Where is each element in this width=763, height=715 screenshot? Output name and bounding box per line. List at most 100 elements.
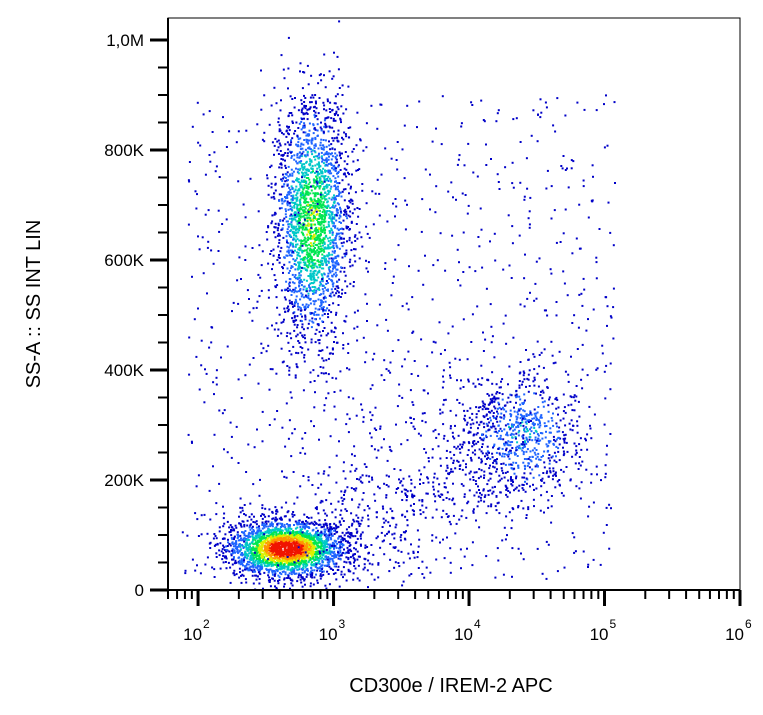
event-dot	[256, 560, 259, 563]
event-dot	[251, 535, 254, 538]
event-dot	[316, 531, 319, 534]
event-dot	[221, 548, 224, 551]
event-dot	[307, 216, 310, 219]
event-dot	[315, 107, 318, 110]
event-dot	[324, 122, 327, 125]
event-dot	[339, 206, 341, 209]
event-dot	[317, 544, 320, 547]
event-dot	[323, 215, 326, 218]
event-dot	[296, 580, 299, 583]
event-dot	[302, 226, 304, 229]
event-dot	[222, 561, 225, 564]
event-dot	[311, 137, 314, 140]
event-dot	[299, 541, 302, 544]
event-dot	[273, 192, 275, 195]
event-dot	[283, 560, 286, 563]
event-dot	[295, 547, 298, 549]
event-dot	[258, 527, 261, 530]
event-dot	[293, 234, 295, 237]
event-dot	[269, 539, 272, 542]
event-dot	[304, 560, 307, 563]
event-dot	[315, 179, 318, 182]
event-dot	[323, 250, 326, 253]
event-dot	[535, 487, 538, 490]
event-dot	[295, 319, 298, 322]
event-dot	[309, 106, 312, 109]
event-dot	[320, 195, 323, 198]
event-dot	[267, 262, 270, 265]
event-dot	[240, 561, 243, 564]
event-dot	[278, 261, 281, 264]
event-dot	[251, 533, 254, 536]
event-dot	[271, 577, 274, 580]
event-dot	[286, 204, 289, 207]
event-dot	[295, 572, 298, 575]
event-dot	[493, 443, 496, 446]
event-dot	[288, 519, 291, 522]
event-dot	[295, 225, 298, 228]
event-dot	[295, 167, 297, 170]
event-dot	[298, 160, 301, 163]
event-dot	[312, 263, 315, 266]
event-dot	[309, 298, 312, 301]
event-dot	[297, 565, 299, 568]
event-dot	[345, 175, 348, 178]
event-dot	[322, 139, 325, 141]
event-dot	[280, 551, 283, 554]
event-dot	[274, 527, 277, 530]
event-dot	[326, 526, 329, 529]
event-dot	[267, 574, 270, 577]
event-dot	[312, 369, 315, 372]
event-dot	[244, 542, 247, 545]
event-dot	[256, 529, 259, 532]
event-dot	[342, 228, 345, 231]
event-dot	[269, 547, 272, 550]
event-dot	[270, 546, 273, 548]
event-dot	[499, 479, 502, 482]
event-dot	[267, 570, 270, 573]
event-dot	[299, 319, 302, 322]
event-dot	[317, 270, 320, 273]
event-dot	[300, 531, 303, 534]
event-dot	[321, 556, 323, 559]
event-dot	[562, 446, 564, 449]
event-dot	[323, 178, 326, 181]
event-dot	[315, 217, 317, 220]
event-dot	[274, 550, 277, 553]
event-dot	[335, 562, 338, 565]
event-dot	[309, 274, 312, 277]
event-dot	[325, 198, 328, 201]
event-dot	[305, 559, 308, 562]
event-dot	[310, 101, 313, 104]
event-dot	[334, 119, 337, 122]
event-dot	[302, 206, 304, 209]
event-dot	[309, 247, 312, 250]
event-dot	[278, 130, 281, 133]
event-dot	[287, 524, 290, 527]
event-dot	[525, 349, 527, 351]
event-dot	[238, 550, 241, 553]
event-dot	[313, 425, 315, 428]
event-dot	[265, 546, 268, 549]
event-dot	[287, 528, 290, 531]
event-dot	[278, 532, 281, 535]
event-dot	[340, 266, 343, 269]
event-dot	[298, 169, 301, 172]
event-dot	[241, 554, 244, 557]
event-dot	[324, 584, 327, 587]
event-dot	[325, 210, 328, 213]
event-dot	[262, 550, 265, 553]
event-dot	[329, 527, 332, 530]
event-dot	[322, 525, 325, 528]
event-dot	[282, 567, 285, 570]
event-dot	[303, 545, 306, 548]
event-dot	[250, 513, 253, 516]
event-dot	[305, 201, 308, 203]
event-dot	[343, 131, 346, 134]
event-dot	[486, 378, 489, 381]
event-dot	[318, 271, 321, 274]
event-dot	[472, 422, 475, 425]
event-dot	[282, 236, 285, 239]
event-dot	[289, 234, 292, 237]
event-dot	[320, 191, 323, 194]
